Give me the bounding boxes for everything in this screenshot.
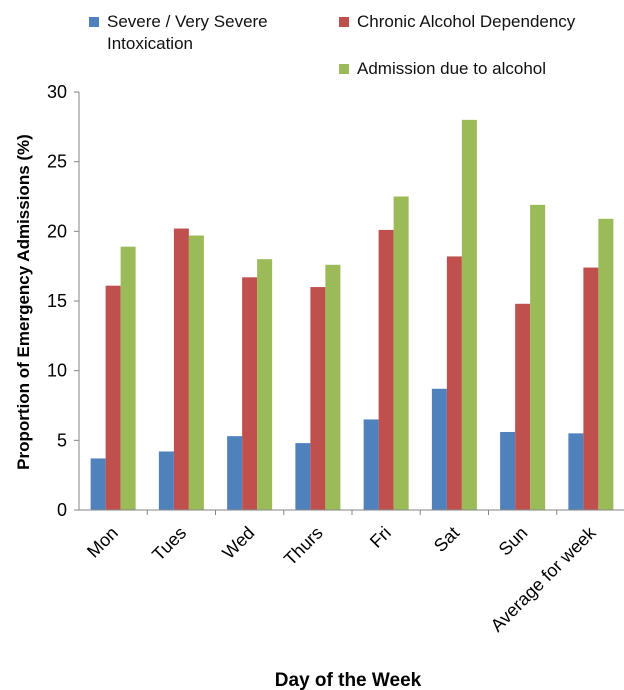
- legend-swatch-severe-intoxication: [89, 17, 99, 27]
- legend-label-admission-alcohol: Admission due to alcohol: [357, 59, 547, 78]
- bar: [461, 119, 477, 510]
- bar: [530, 204, 546, 511]
- bar: [363, 419, 379, 510]
- bar: [598, 218, 614, 510]
- y-axis-title: Proportion of Emergency Admissions (%): [14, 134, 33, 470]
- bar: [500, 431, 516, 510]
- bar: [158, 451, 174, 510]
- bar: [310, 287, 326, 510]
- legend-item-admission-alcohol: Admission due to alcohol: [339, 58, 546, 80]
- y-tick-label: 20: [47, 221, 67, 241]
- y-tick-label: 15: [47, 291, 67, 311]
- y-tick-label: 25: [47, 152, 67, 172]
- legend-item-severe-intoxication: Severe / Very Severe Intoxication: [89, 11, 319, 55]
- y-tick-label: 0: [57, 500, 67, 520]
- bar: [105, 285, 121, 510]
- bar: [173, 228, 189, 510]
- legend-swatch-admission-alcohol: [339, 64, 349, 74]
- y-axis-ticks: 0 5 10 15 20 25 30: [47, 82, 79, 520]
- bar: [90, 458, 106, 510]
- bars-group: [90, 119, 614, 511]
- bar: [378, 229, 394, 510]
- bar: [583, 267, 599, 510]
- y-tick-label: 10: [47, 361, 67, 381]
- bar: [568, 433, 584, 510]
- legend-label-chronic-dependency: Chronic Alcohol Dependency: [357, 12, 576, 31]
- legend-item-chronic-dependency: Chronic Alcohol Dependency: [339, 11, 575, 33]
- legend-swatch-chronic-dependency: [339, 17, 349, 27]
- x-tick-label: Thurs: [280, 523, 327, 570]
- bar: [188, 235, 204, 510]
- x-tick-label: Sat: [430, 523, 463, 556]
- x-tick-label: Mon: [83, 523, 122, 562]
- x-axis-title: Day of the Week: [275, 670, 422, 690]
- bar: [242, 277, 258, 510]
- bar: [295, 443, 311, 510]
- bar: [325, 264, 341, 510]
- bar: [227, 436, 243, 510]
- bar: [120, 246, 136, 510]
- legend-label-severe-intoxication: Severe / Very Severe Intoxication: [107, 12, 268, 53]
- x-tick-label: Sun: [495, 523, 532, 560]
- bar: [431, 388, 447, 510]
- x-tick-label: Fri: [366, 523, 395, 552]
- bar: [393, 196, 409, 510]
- y-tick-label: 30: [47, 82, 67, 102]
- bar: [257, 259, 273, 510]
- x-tick-label: Tues: [148, 523, 190, 565]
- x-tick-label: Wed: [218, 523, 258, 563]
- bar: [446, 256, 462, 510]
- bar: [515, 303, 531, 510]
- y-tick-label: 5: [57, 430, 67, 450]
